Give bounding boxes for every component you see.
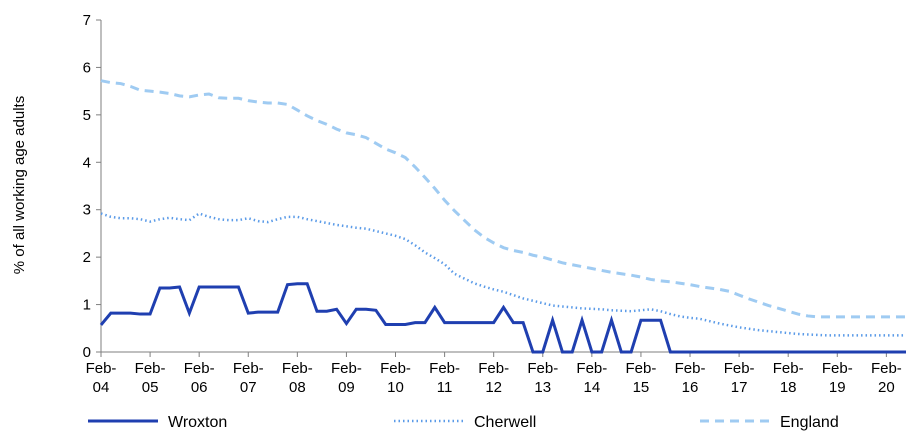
x-tick-label-line2: 04 bbox=[93, 379, 110, 396]
x-tick-label-line1: Feb- bbox=[135, 360, 166, 377]
x-tick-label-line1: Feb- bbox=[724, 360, 755, 377]
y-tick-label: 3 bbox=[83, 202, 91, 219]
x-tick-label-line1: Feb- bbox=[429, 360, 460, 377]
series-line-cherwell bbox=[100, 212, 906, 337]
y-tick-label: 1 bbox=[83, 297, 91, 314]
x-tick-label-line2: 05 bbox=[142, 379, 159, 396]
x-tick-label-line2: 17 bbox=[731, 379, 748, 396]
x-tick-label-line1: Feb- bbox=[675, 360, 706, 377]
x-tick-label-line2: 18 bbox=[780, 379, 797, 396]
x-tick-label-line1: Feb- bbox=[86, 360, 117, 377]
x-tick-label-line2: 19 bbox=[829, 379, 846, 396]
series-line-england bbox=[100, 79, 906, 319]
x-tick-label-line1: Feb- bbox=[773, 360, 804, 377]
y-tick-label: 6 bbox=[83, 59, 91, 76]
legend-label-england: England bbox=[780, 414, 839, 431]
y-axis-title: % of all working age adults bbox=[11, 96, 28, 274]
x-tick-label-line1: Feb- bbox=[282, 360, 313, 377]
x-tick-label-line2: 11 bbox=[437, 379, 453, 396]
x-tick-label-line2: 12 bbox=[485, 379, 502, 396]
x-axis-ticks: Feb- 04 Feb- 05 Feb- 06 Feb- 07 Feb- 08 Feb- 09 Feb-… bbox=[86, 352, 902, 396]
x-tick-label-line2: 09 bbox=[338, 379, 355, 396]
legend-label-wroxton: Wroxton bbox=[168, 414, 227, 431]
x-tick-label-line1: Feb- bbox=[822, 360, 853, 377]
x-tick-label-line1: Feb- bbox=[527, 360, 558, 377]
x-tick-label-line1: Feb- bbox=[184, 360, 215, 377]
y-axis-ticks: 0 1 2 3 4 5 6 7 bbox=[83, 12, 101, 361]
x-tick-label-line2: 06 bbox=[191, 379, 208, 396]
y-tick-label: 2 bbox=[83, 249, 91, 266]
axes bbox=[100, 20, 906, 353]
y-tick-label: 7 bbox=[83, 12, 91, 29]
series-lines bbox=[99, 79, 906, 354]
y-tick-label: 5 bbox=[83, 107, 91, 124]
x-tick-label-line2: 16 bbox=[682, 379, 699, 396]
legend-label-cherwell: Cherwell bbox=[474, 414, 536, 431]
series-line-wroxton bbox=[99, 282, 906, 354]
x-tick-label-line1: Feb- bbox=[331, 360, 362, 377]
x-tick-label-line1: Feb- bbox=[478, 360, 509, 377]
x-tick-label-line2: 13 bbox=[534, 379, 551, 396]
x-tick-label-line1: Feb- bbox=[233, 360, 264, 377]
y-tick-label: 0 bbox=[83, 344, 91, 361]
x-tick-label-line2: 15 bbox=[633, 379, 650, 396]
x-tick-label-line2: 08 bbox=[289, 379, 306, 396]
x-tick-label-line2: 20 bbox=[878, 379, 895, 396]
x-tick-label-line2: 07 bbox=[240, 379, 257, 396]
x-tick-label-line1: Feb- bbox=[576, 360, 607, 377]
x-tick-label-line1: Feb- bbox=[871, 360, 902, 377]
x-tick-label-line2: 14 bbox=[584, 379, 601, 396]
y-tick-label: 4 bbox=[83, 154, 91, 171]
x-tick-label-line1: Feb- bbox=[380, 360, 411, 377]
y-axis-title-group: % of all working age adults bbox=[11, 96, 28, 274]
x-tick-label-line1: Feb- bbox=[626, 360, 657, 377]
x-tick-label-line2: 10 bbox=[387, 379, 404, 396]
legend: Wroxton Cherwell England bbox=[88, 414, 839, 431]
